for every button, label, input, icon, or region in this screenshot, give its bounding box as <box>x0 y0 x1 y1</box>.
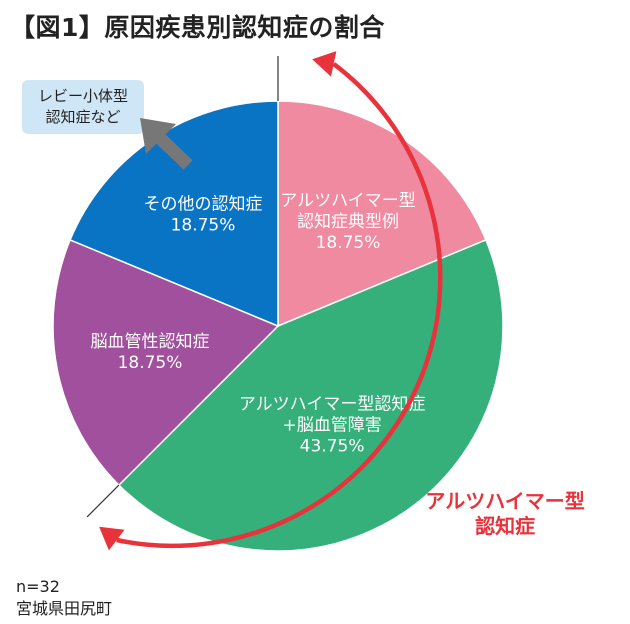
bracket-arc <box>116 62 443 549</box>
slice-label: アルツハイマー型認知症 <box>239 395 426 415</box>
callout-arrow-shaft <box>155 133 193 170</box>
bracket-label: アルツハイマー型 <box>425 489 584 513</box>
chart-title: 【図1】原因疾患別認知症の割合 <box>10 13 385 42</box>
callout-text: 認知症など <box>45 108 120 126</box>
alzheimer-bracket: アルツハイマー型認知症 <box>99 51 585 551</box>
callout-text: レビー小体型 <box>38 87 128 105</box>
slice-label: アルツハイマー型 <box>280 191 416 211</box>
slice-label: 18.75% <box>118 353 183 373</box>
sample-size: n=32 <box>16 577 60 596</box>
bracket-arrowhead <box>312 51 337 77</box>
slice-label: 脳血管性認知症 <box>91 332 210 352</box>
sample-notes: n=32 宮城県田尻町 <box>16 577 112 618</box>
slice-labels: アルツハイマー型認知症典型例18.75%アルツハイマー型認知症+脳血管障害43.… <box>91 191 426 456</box>
pie-slices <box>52 56 504 552</box>
callout-arrow-head <box>140 118 176 154</box>
sample-location: 宮城県田尻町 <box>16 599 112 618</box>
slice-label: 18.75% <box>171 215 236 235</box>
callout-box <box>22 80 144 134</box>
bracket-label: 認知症 <box>475 514 535 538</box>
slice-label: +脳血管障害 <box>282 416 381 436</box>
slice-label: 18.75% <box>316 233 381 253</box>
leader-line-bottom <box>86 484 120 518</box>
slice-label: 43.75% <box>300 437 365 457</box>
bracket-arrowhead <box>99 526 125 551</box>
slice-label: 認知症典型例 <box>297 212 399 232</box>
pie-slice <box>117 238 504 552</box>
pie-slice <box>52 238 280 487</box>
slice-label: その他の認知症 <box>144 194 263 214</box>
